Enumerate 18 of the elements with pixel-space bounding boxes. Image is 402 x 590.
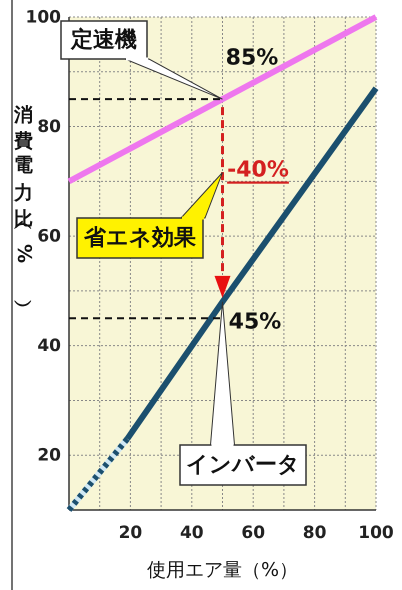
annotation: 45% xyxy=(228,310,282,334)
x-tick-label: 60 xyxy=(241,523,266,544)
y-tick-label: 20 xyxy=(37,446,62,466)
y-tick-label: 60 xyxy=(37,226,62,247)
text: 定速機 xyxy=(70,26,137,52)
annotation: 85% xyxy=(226,46,278,70)
y-tick-label: 40 xyxy=(37,336,62,356)
x-tick-label: 40 xyxy=(180,523,204,544)
text: インバータ xyxy=(186,452,300,478)
x-axis-title: 使用エア量（%） xyxy=(146,559,298,581)
x-tick-label: 80 xyxy=(302,523,327,544)
annotation: -40% xyxy=(227,158,289,182)
x-tick-label: 100 xyxy=(358,523,394,544)
y-tick-label: 100 xyxy=(26,7,62,28)
y-axis-title: 消費電力比（%） xyxy=(13,88,35,316)
annotation: 省エネ効果 xyxy=(83,226,197,250)
y-tick-label: 80 xyxy=(37,116,62,137)
x-tick-label: 20 xyxy=(118,523,142,544)
